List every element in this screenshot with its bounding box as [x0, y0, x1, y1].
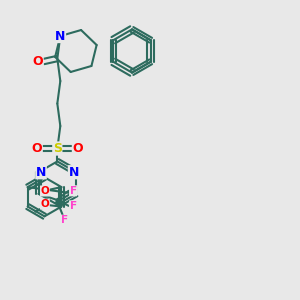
Text: O: O [40, 199, 49, 209]
Text: N: N [55, 29, 65, 43]
Text: F: F [61, 215, 69, 225]
Text: F: F [70, 186, 77, 196]
Text: O: O [40, 186, 49, 196]
Text: F: F [70, 201, 77, 211]
Text: N: N [68, 166, 79, 179]
Text: S: S [53, 142, 62, 155]
Text: O: O [32, 55, 43, 68]
Text: N: N [36, 166, 46, 179]
Text: O: O [72, 142, 83, 155]
Text: O: O [32, 142, 42, 155]
